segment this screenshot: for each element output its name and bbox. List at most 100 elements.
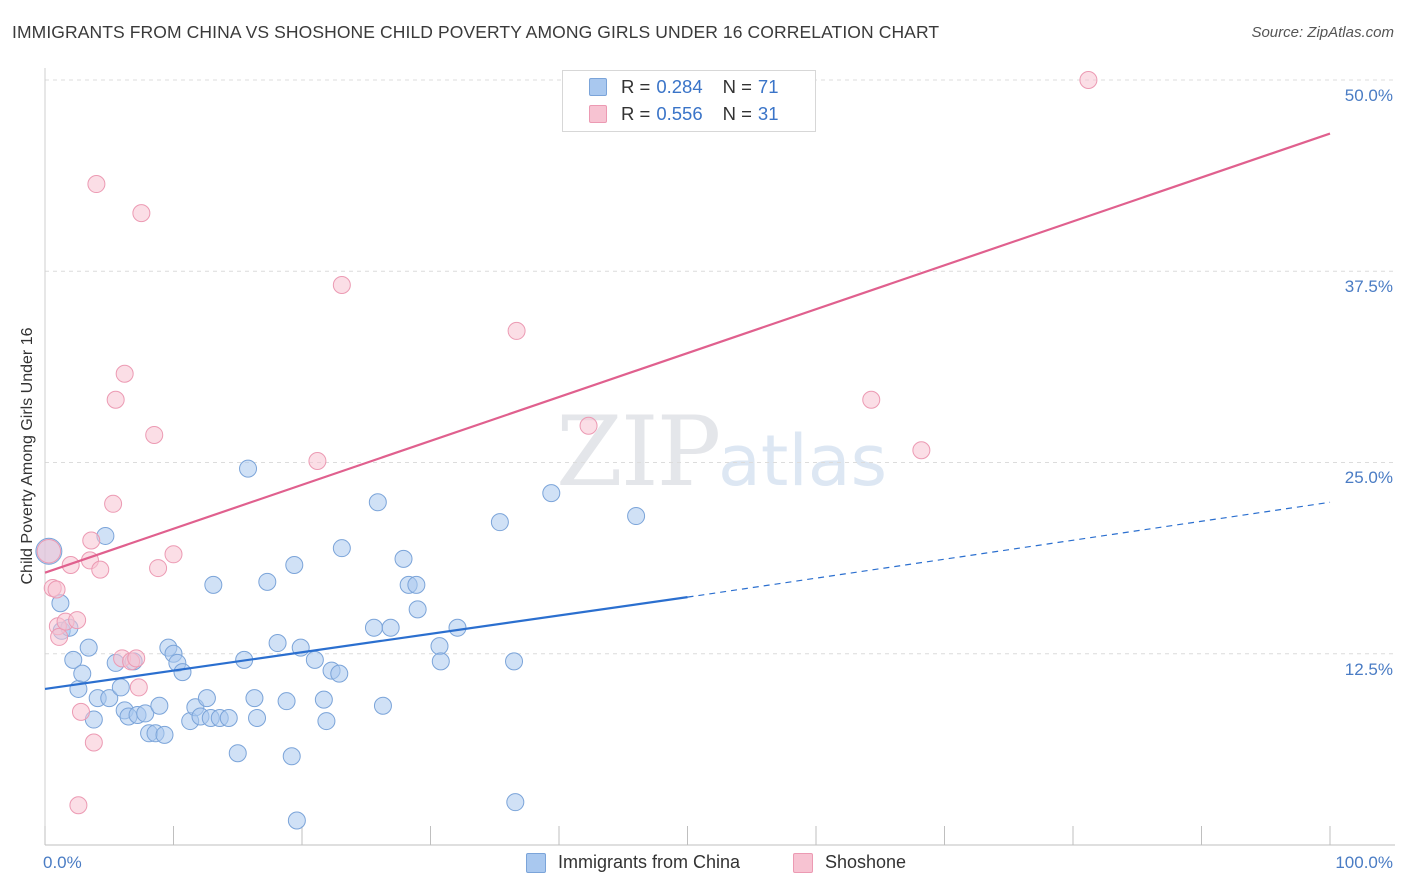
shoshone-point (127, 649, 146, 668)
legend-n-value: 31 (757, 103, 779, 124)
china-point (219, 709, 238, 728)
china-point (136, 704, 155, 723)
china-point (150, 696, 169, 715)
shoshone-point (50, 627, 69, 646)
source-label: Source: ZipAtlas.com (1251, 24, 1394, 41)
shoshone-point (69, 796, 88, 815)
china-point (258, 572, 277, 591)
china-point (268, 634, 287, 653)
china-point (373, 696, 392, 715)
china-point (381, 618, 400, 637)
china-point (542, 484, 561, 503)
china-point (314, 690, 333, 709)
series-legend-label-shoshone: Shoshone (825, 852, 907, 872)
china-point (430, 637, 449, 656)
china-point (100, 689, 119, 708)
y-tick-label-12-5: 12.5% (1344, 660, 1393, 679)
legend-n-label: N = (722, 103, 752, 124)
china-point (364, 618, 383, 637)
china-point (332, 539, 351, 558)
shoshone-point (332, 276, 351, 295)
shoshone-point (145, 425, 164, 444)
shoshone-point (115, 364, 134, 383)
series-legend-label-china: Immigrants from China (558, 852, 741, 872)
china-point (155, 725, 174, 744)
series-legend-swatch-shoshone (793, 852, 813, 873)
legend-r-value: 0.284 (656, 76, 703, 97)
series-legend-swatch-china (526, 852, 546, 873)
shoshone-point (132, 204, 151, 223)
china-point (368, 493, 387, 512)
china-point (394, 549, 413, 568)
china-point (407, 575, 426, 594)
legend-row-shoshone: R = 0.556 N = 31 (589, 102, 779, 126)
china-point (228, 744, 247, 763)
chart-title: IMMIGRANTS FROM CHINA VS SHOSHONE CHILD … (12, 22, 940, 42)
legend-r-value: 0.556 (656, 103, 703, 124)
china-point (73, 664, 92, 683)
shoshone-point (71, 702, 90, 721)
legend-r-label: R = (621, 103, 651, 124)
shoshone-point (507, 321, 526, 340)
china-point (245, 689, 264, 708)
legend-row-china: R = 0.284 N = 71 (589, 75, 779, 99)
shoshone-point (129, 678, 148, 697)
shoshone-point (862, 390, 881, 409)
legend-n-value: 71 (757, 76, 779, 97)
china-point (248, 709, 267, 728)
china-point (431, 652, 450, 671)
china-point (506, 793, 525, 812)
china-point (490, 513, 509, 532)
shoshone-point (106, 390, 125, 409)
shoshone-point (579, 416, 598, 435)
china-point (408, 600, 427, 619)
china-point (505, 652, 524, 671)
shoshone-point (912, 441, 931, 460)
shoshone-point (1079, 71, 1098, 89)
china-point (282, 747, 301, 766)
y-tick-label-25: 25.0% (1344, 468, 1393, 487)
china-point (627, 507, 646, 526)
shoshone-point (91, 560, 110, 579)
china-point (285, 556, 304, 575)
shoshone-point (68, 611, 87, 630)
china-point (317, 712, 336, 731)
series-legend-shoshone: Shoshone (793, 852, 906, 873)
series-legend-china: Immigrants from China (526, 852, 740, 873)
china-point (204, 575, 223, 594)
watermark-atlas: atlas (718, 420, 888, 502)
shoshone-point (308, 451, 327, 470)
legend-r-label: R = (621, 76, 651, 97)
china-point (305, 650, 324, 669)
china-point (448, 618, 467, 637)
shoshone-point (104, 494, 123, 513)
legend-swatch-china (589, 78, 607, 96)
correlation-legend: R = 0.284 N = 71 R = 0.556 N = 31 (562, 70, 816, 132)
china-point (173, 663, 192, 682)
china-point (79, 638, 98, 657)
china-trend-line (44, 596, 688, 691)
legend-swatch-shoshone (589, 105, 607, 123)
shoshone-point (47, 580, 66, 599)
y-axis-label: Child Poverty Among Girls Under 16 (19, 327, 36, 585)
y-tick-label-50: 50.0% (1344, 86, 1393, 105)
shoshone-point (164, 545, 183, 564)
shoshone-point (149, 559, 168, 578)
china-point (64, 650, 83, 669)
china-point (287, 811, 306, 830)
shoshone-point (36, 539, 62, 564)
china-point (330, 664, 349, 683)
x-tick-label-max: 100.0% (1335, 853, 1393, 872)
china-point (197, 689, 216, 708)
china-point (239, 459, 258, 478)
x-tick-label-min: 0.0% (43, 853, 82, 872)
shoshone-point (84, 733, 103, 752)
china-trend-extension (687, 501, 1331, 598)
shoshone-point (87, 175, 106, 194)
china-point (277, 692, 296, 711)
shoshone-point (82, 531, 101, 550)
y-tick-label-37-5: 37.5% (1344, 277, 1393, 296)
watermark-zip: ZIP (556, 396, 721, 508)
china-point (111, 678, 130, 697)
